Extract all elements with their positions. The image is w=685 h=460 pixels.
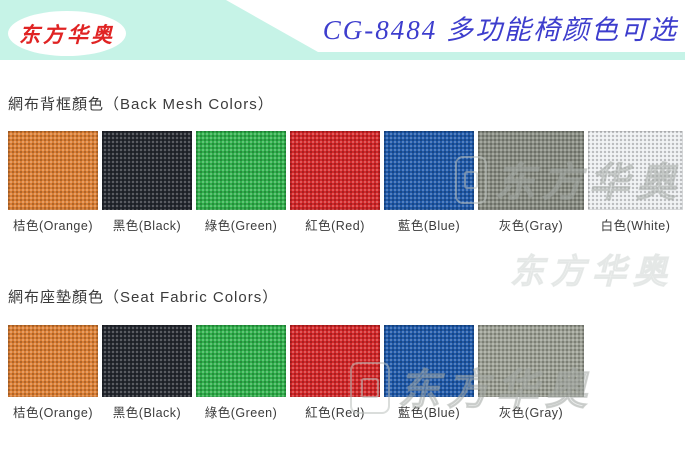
swatch-cell-back-red: 紅色(Red) — [290, 131, 380, 234]
swatch-cell-seat-gray: 灰色(Gray) — [478, 325, 584, 421]
swatch-cell-back-gray: 灰色(Gray) — [478, 131, 584, 234]
swatch-label: 灰色(Gray) — [498, 219, 564, 233]
swatch-back-green — [196, 131, 286, 210]
brand-logo-text: 东方华奥 — [19, 22, 115, 47]
swatch-cell-seat-black: 黑色(Black) — [102, 325, 192, 421]
swatch-cell-seat-red: 紅色(Red) — [290, 325, 380, 421]
swatch-label: 黑色(Black) — [112, 406, 182, 420]
swatch-label: 紅色(Red) — [305, 219, 365, 233]
swatch-back-gray — [478, 131, 584, 210]
swatch-seat-black — [102, 325, 192, 397]
seat-fabric-heading: 網布座墊顏色（Seat Fabric Colors） — [8, 289, 279, 306]
product-title: CG-8484 多功能椅颜色可选 — [322, 15, 678, 45]
swatch-label: 綠色(Green) — [204, 219, 278, 233]
swatch-seat-red — [290, 325, 380, 397]
back-mesh-swatch-row: 桔色(Orange) 黑色(Black) 綠色(Green) 紅色(Red) 藍… — [8, 131, 683, 234]
swatch-label: 桔色(Orange) — [12, 406, 94, 420]
swatch-seat-gray — [478, 325, 584, 397]
swatch-seat-blue — [384, 325, 474, 397]
swatch-seat-green — [196, 325, 286, 397]
swatch-back-blue — [384, 131, 474, 210]
swatch-label: 紅色(Red) — [305, 406, 365, 420]
swatch-label: 綠色(Green) — [204, 406, 278, 420]
swatch-cell-back-green: 綠色(Green) — [196, 131, 286, 234]
swatch-seat-orange — [8, 325, 98, 397]
swatch-label: 黑色(Black) — [112, 219, 182, 233]
swatch-label: 桔色(Orange) — [12, 219, 94, 233]
seat-fabric-swatch-row: 桔色(Orange) 黑色(Black) 綠色(Green) 紅色(Red) 藍… — [8, 325, 584, 421]
swatch-label: 白色(White) — [600, 219, 671, 233]
swatch-cell-back-blue: 藍色(Blue) — [384, 131, 474, 234]
swatch-cell-back-white: 白色(White) — [588, 131, 683, 234]
swatch-label: 灰色(Gray) — [498, 406, 564, 420]
swatch-cell-back-orange: 桔色(Orange) — [8, 131, 98, 234]
swatch-label: 藍色(Blue) — [397, 406, 461, 420]
swatch-cell-seat-orange: 桔色(Orange) — [8, 325, 98, 421]
watermark-text: 东方华奥 — [510, 252, 674, 293]
swatch-back-orange — [8, 131, 98, 210]
swatch-cell-seat-blue: 藍色(Blue) — [384, 325, 474, 421]
swatch-back-red — [290, 131, 380, 210]
swatch-label: 藍色(Blue) — [397, 219, 461, 233]
brand-logo-oval: 东方华奥 — [8, 11, 126, 56]
swatch-back-black — [102, 131, 192, 210]
swatch-cell-back-black: 黑色(Black) — [102, 131, 192, 234]
watermark-middle: 东方华奥 — [510, 244, 674, 293]
swatch-cell-seat-green: 綠色(Green) — [196, 325, 286, 421]
back-mesh-heading: 網布背框顏色（Back Mesh Colors） — [8, 96, 274, 113]
swatch-back-white — [588, 131, 683, 210]
